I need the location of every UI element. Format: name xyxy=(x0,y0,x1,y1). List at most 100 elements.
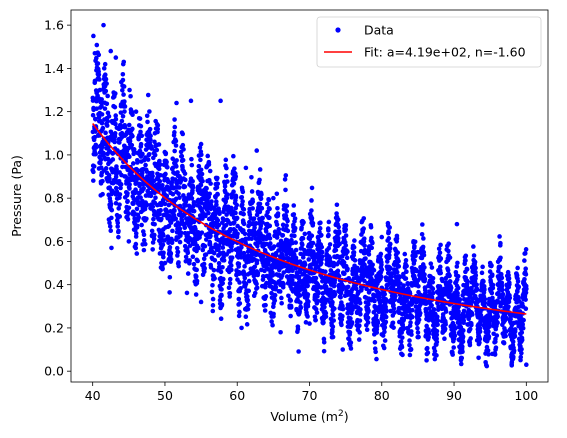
data-point xyxy=(291,203,297,208)
x-tick-label: 90 xyxy=(446,388,462,403)
data-point xyxy=(100,178,105,184)
data-point xyxy=(463,258,468,263)
data-point xyxy=(310,249,316,254)
data-point xyxy=(369,271,375,276)
data-point xyxy=(382,325,388,330)
data-point xyxy=(252,225,257,231)
data-point xyxy=(454,264,460,269)
data-point xyxy=(137,148,143,154)
data-point xyxy=(317,226,323,231)
data-point xyxy=(130,112,135,118)
data-point xyxy=(298,305,304,311)
data-point xyxy=(103,130,108,136)
data-point xyxy=(520,325,526,331)
data-point xyxy=(125,198,130,204)
data-point xyxy=(370,240,375,246)
data-point xyxy=(231,189,236,195)
data-point xyxy=(420,222,425,227)
data-point xyxy=(456,312,461,318)
data-point xyxy=(187,258,192,263)
data-point xyxy=(227,290,233,296)
data-point xyxy=(128,93,133,99)
data-point xyxy=(471,253,477,258)
data-point xyxy=(412,243,417,249)
data-point xyxy=(459,355,465,361)
data-point xyxy=(249,189,255,194)
data-point xyxy=(464,267,470,272)
data-point xyxy=(330,299,335,305)
y-tick-label: 0.4 xyxy=(44,277,64,292)
data-point xyxy=(148,193,154,199)
data-point xyxy=(316,290,321,296)
data-point xyxy=(409,301,415,306)
data-point xyxy=(456,309,461,314)
data-point xyxy=(207,191,212,197)
data-point xyxy=(440,312,446,317)
data-point xyxy=(482,287,487,293)
data-point xyxy=(110,157,116,162)
data-point xyxy=(450,352,455,357)
data-point xyxy=(117,214,123,219)
data-point xyxy=(118,182,124,187)
data-point xyxy=(292,225,298,231)
data-point xyxy=(470,312,475,317)
data-point xyxy=(327,258,333,264)
data-point xyxy=(139,133,145,139)
data-point xyxy=(280,222,286,228)
data-point xyxy=(167,213,172,219)
data-point xyxy=(183,254,189,260)
data-point xyxy=(523,290,529,295)
data-point xyxy=(271,195,276,201)
data-point xyxy=(154,147,160,153)
data-point xyxy=(175,249,181,255)
data-point xyxy=(345,284,351,290)
data-point xyxy=(149,146,155,151)
data-point xyxy=(489,290,495,296)
data-point xyxy=(416,334,421,340)
data-point xyxy=(416,317,422,323)
data-point xyxy=(409,332,414,337)
data-point xyxy=(242,275,248,281)
data-point xyxy=(512,327,518,332)
data-point xyxy=(435,322,440,327)
data-point xyxy=(255,270,261,276)
data-point xyxy=(194,267,199,273)
data-point xyxy=(473,269,478,275)
data-point xyxy=(115,220,121,226)
data-point xyxy=(497,264,503,270)
data-point xyxy=(323,269,328,275)
data-point xyxy=(217,211,222,217)
data-point xyxy=(366,301,371,307)
data-point xyxy=(434,353,439,358)
data-point xyxy=(251,273,257,279)
data-point xyxy=(413,253,418,259)
data-point xyxy=(175,253,180,258)
data-point xyxy=(415,249,421,255)
data-point xyxy=(321,348,327,354)
data-point xyxy=(151,236,157,242)
data-point xyxy=(176,191,181,196)
data-point xyxy=(141,232,147,238)
data-point xyxy=(211,267,217,273)
data-point xyxy=(173,216,179,222)
data-point xyxy=(166,223,172,229)
data-point xyxy=(246,278,252,284)
data-point xyxy=(183,177,188,183)
data-point xyxy=(224,195,230,201)
data-point xyxy=(523,266,528,271)
data-point xyxy=(241,211,246,217)
data-point xyxy=(416,283,421,289)
data-point xyxy=(515,265,520,271)
data-point xyxy=(272,298,278,303)
data-point xyxy=(515,289,520,294)
data-point xyxy=(362,250,368,255)
data-point xyxy=(415,325,420,331)
data-point xyxy=(146,130,152,136)
y-tick-label: 1.6 xyxy=(44,18,64,33)
data-point xyxy=(445,267,451,273)
data-point xyxy=(254,148,260,153)
data-point xyxy=(326,232,331,238)
data-point xyxy=(229,267,234,273)
data-point xyxy=(96,114,102,120)
data-point xyxy=(501,340,507,346)
